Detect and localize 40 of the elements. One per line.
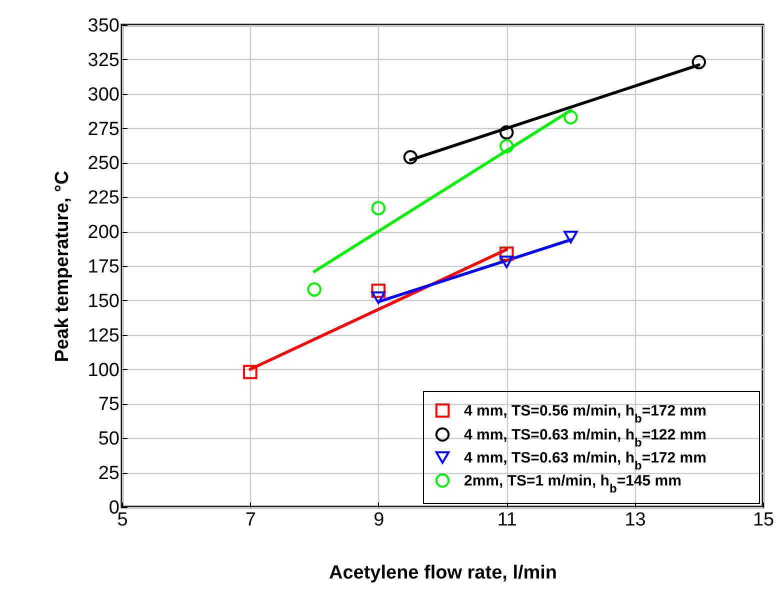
y-tick-label: 250 bbox=[88, 153, 120, 174]
y-tick-label: 25 bbox=[98, 463, 120, 484]
point bbox=[371, 201, 386, 216]
point bbox=[564, 230, 578, 244]
y-tick-label: 350 bbox=[88, 16, 120, 36]
y-tick-label: 275 bbox=[88, 118, 120, 140]
point bbox=[499, 139, 514, 154]
point bbox=[499, 256, 514, 268]
y-tick-label: 200 bbox=[88, 222, 120, 244]
point bbox=[307, 282, 322, 297]
y-tick-label: 150 bbox=[88, 290, 120, 312]
y-tick-label: 175 bbox=[88, 256, 120, 278]
x-tick-label: 7 bbox=[245, 510, 256, 530]
y-tick-label: 125 bbox=[88, 325, 120, 346]
point bbox=[499, 246, 514, 261]
legend-label: 2mm, TS=1 m/min, h$_{b}$=145 mm bbox=[464, 472, 682, 496]
point bbox=[243, 364, 258, 380]
x-tick-label: 9 bbox=[374, 510, 384, 530]
legend-label: 4 mm, TS=0.63 m/min, h$_{b}$=122 mm bbox=[464, 426, 706, 450]
x-tick-label: 13 bbox=[624, 510, 646, 530]
y-tick-label: 300 bbox=[88, 84, 120, 106]
y-tick-label: 0 bbox=[108, 498, 120, 518]
y-tick-label: 75 bbox=[98, 394, 120, 416]
x-axis-title: Acetylene flow rate, l/min bbox=[328, 562, 558, 584]
y-tick-label: 100 bbox=[88, 360, 120, 381]
point bbox=[692, 55, 706, 70]
point bbox=[564, 110, 578, 124]
x-tick-label: 15 bbox=[752, 510, 774, 530]
y-tick-label: 225 bbox=[88, 188, 120, 209]
point bbox=[371, 284, 386, 298]
y-tick-label: 325 bbox=[88, 50, 120, 71]
x-tick-label: 5 bbox=[117, 510, 128, 530]
legend-label: 4 mm, TS=0.56 m/min, h$_{b}$=172 mm bbox=[464, 402, 706, 426]
x-tick-label: 11 bbox=[497, 510, 517, 530]
point bbox=[499, 125, 514, 140]
y-axis-title: Peak temperature, °C bbox=[52, 170, 73, 362]
point bbox=[371, 291, 386, 304]
point bbox=[403, 150, 418, 164]
y-tick-label: 50 bbox=[98, 428, 120, 450]
legend-label: 4 mm, TS=0.63 m/min, h$_{b}$=172 mm bbox=[464, 450, 706, 472]
